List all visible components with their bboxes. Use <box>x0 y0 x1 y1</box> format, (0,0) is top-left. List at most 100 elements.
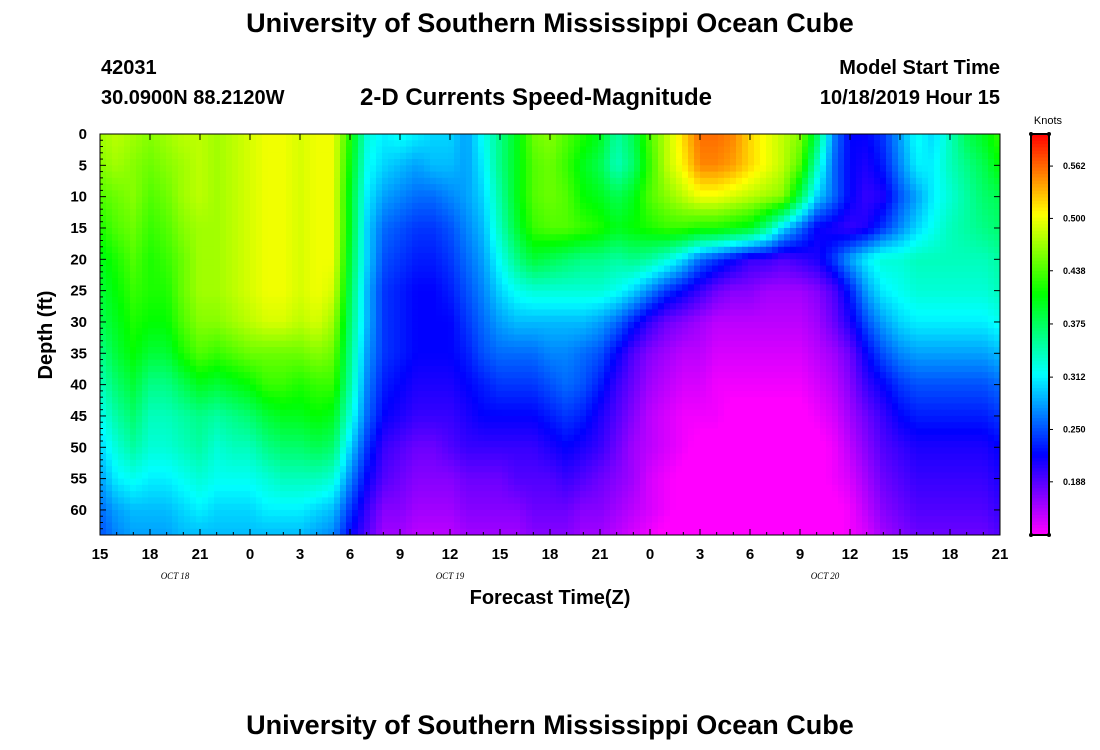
heatmap-cell <box>412 296 419 304</box>
heatmap-cell <box>562 184 569 191</box>
heatmap-cell <box>226 171 233 179</box>
heatmap-cell <box>928 209 935 217</box>
heatmap-cell <box>844 152 851 160</box>
heatmap-cell <box>868 140 875 148</box>
heatmap-cell <box>892 177 899 185</box>
heatmap-cell <box>730 290 737 298</box>
heatmap-cell <box>160 265 167 273</box>
heatmap-cell <box>784 328 791 336</box>
heatmap-cell <box>778 134 785 141</box>
heatmap-cell <box>340 265 347 273</box>
heatmap-cell <box>826 227 833 235</box>
heatmap-cell <box>472 296 479 304</box>
heatmap-cell <box>280 296 287 304</box>
heatmap-cell <box>124 240 131 248</box>
heatmap-cell <box>448 253 455 260</box>
heatmap-cell <box>994 253 1000 260</box>
heatmap-cell <box>970 240 977 248</box>
heatmap-cell <box>562 215 569 223</box>
heatmap-cell <box>970 152 977 160</box>
heatmap-cell <box>706 152 713 160</box>
heatmap-cell <box>388 303 395 311</box>
heatmap-cell <box>118 253 125 260</box>
heatmap-cell <box>328 140 335 148</box>
heatmap-cell <box>754 315 761 323</box>
heatmap-cell <box>382 140 389 148</box>
heatmap-cell <box>316 171 323 179</box>
heatmap-cell <box>850 240 857 248</box>
heatmap-cell <box>694 134 701 141</box>
heatmap-cell <box>574 227 581 235</box>
heatmap-cell <box>244 328 251 336</box>
heatmap-cell <box>160 253 167 260</box>
heatmap-cell <box>862 315 869 323</box>
heatmap-cell <box>496 265 503 273</box>
heatmap-cell <box>472 246 479 254</box>
heatmap-cell <box>190 221 197 229</box>
heatmap-cell <box>616 303 623 311</box>
heatmap-cell <box>838 159 845 166</box>
heatmap-cell <box>406 209 413 217</box>
heatmap-cell <box>148 303 155 311</box>
heatmap-cell <box>712 234 719 242</box>
heatmap-cell <box>268 159 275 166</box>
heatmap-cell <box>742 240 749 248</box>
heatmap-cell <box>376 146 383 154</box>
heatmap-cell <box>178 196 185 204</box>
heatmap-cell <box>190 328 197 336</box>
heatmap-cell <box>622 196 629 204</box>
heatmap-cell <box>424 134 431 141</box>
heatmap-cell <box>154 209 161 217</box>
heatmap-cell <box>292 240 299 248</box>
heatmap-cell <box>892 196 899 204</box>
heatmap-cell <box>754 134 761 141</box>
heatmap-cell <box>718 321 725 329</box>
heatmap-cell <box>874 259 881 267</box>
heatmap-cell <box>694 253 701 260</box>
heatmap-cell <box>124 215 131 223</box>
heatmap-cell <box>232 271 239 279</box>
heatmap-cell <box>148 146 155 154</box>
heatmap-cell <box>310 265 317 273</box>
heatmap-cell <box>316 315 323 323</box>
heatmap-cell <box>904 234 911 242</box>
heatmap-cell <box>994 165 1000 173</box>
heatmap-cell <box>886 290 893 298</box>
heatmap-cell <box>166 146 173 154</box>
heatmap-cell <box>670 240 677 248</box>
heatmap-cell <box>784 221 791 229</box>
heatmap-cell <box>640 165 647 173</box>
heatmap-cell <box>604 165 611 173</box>
heatmap-cell <box>304 184 311 191</box>
heatmap-cell <box>916 253 923 260</box>
heatmap-cell <box>952 246 959 254</box>
heatmap-cell <box>352 309 359 317</box>
heatmap-cell <box>274 227 281 235</box>
heatmap-cell <box>826 165 833 173</box>
heatmap-cell <box>298 259 305 267</box>
heatmap-cell <box>988 209 995 217</box>
heatmap-cell <box>328 290 335 298</box>
heatmap-cell <box>286 321 293 329</box>
heatmap-cell <box>316 146 323 154</box>
heatmap-cell <box>826 271 833 279</box>
heatmap-cell <box>352 253 359 260</box>
heatmap-cell <box>388 253 395 260</box>
heatmap-cell <box>808 190 815 198</box>
heatmap-cell <box>286 284 293 292</box>
heatmap-cell <box>856 234 863 242</box>
heatmap-cell <box>316 234 323 242</box>
heatmap-cell <box>178 134 185 141</box>
heatmap-cell <box>850 246 857 254</box>
heatmap-cell <box>400 134 407 141</box>
heatmap-cell <box>352 140 359 148</box>
heatmap-cell <box>862 309 869 317</box>
heatmap-cell <box>706 303 713 311</box>
heatmap-cell <box>928 196 935 204</box>
heatmap-cell <box>844 303 851 311</box>
heatmap-cell <box>820 271 827 279</box>
heatmap-cell <box>262 159 269 166</box>
heatmap-cell <box>670 253 677 260</box>
heatmap-cell <box>706 184 713 191</box>
heatmap-cell <box>886 284 893 292</box>
